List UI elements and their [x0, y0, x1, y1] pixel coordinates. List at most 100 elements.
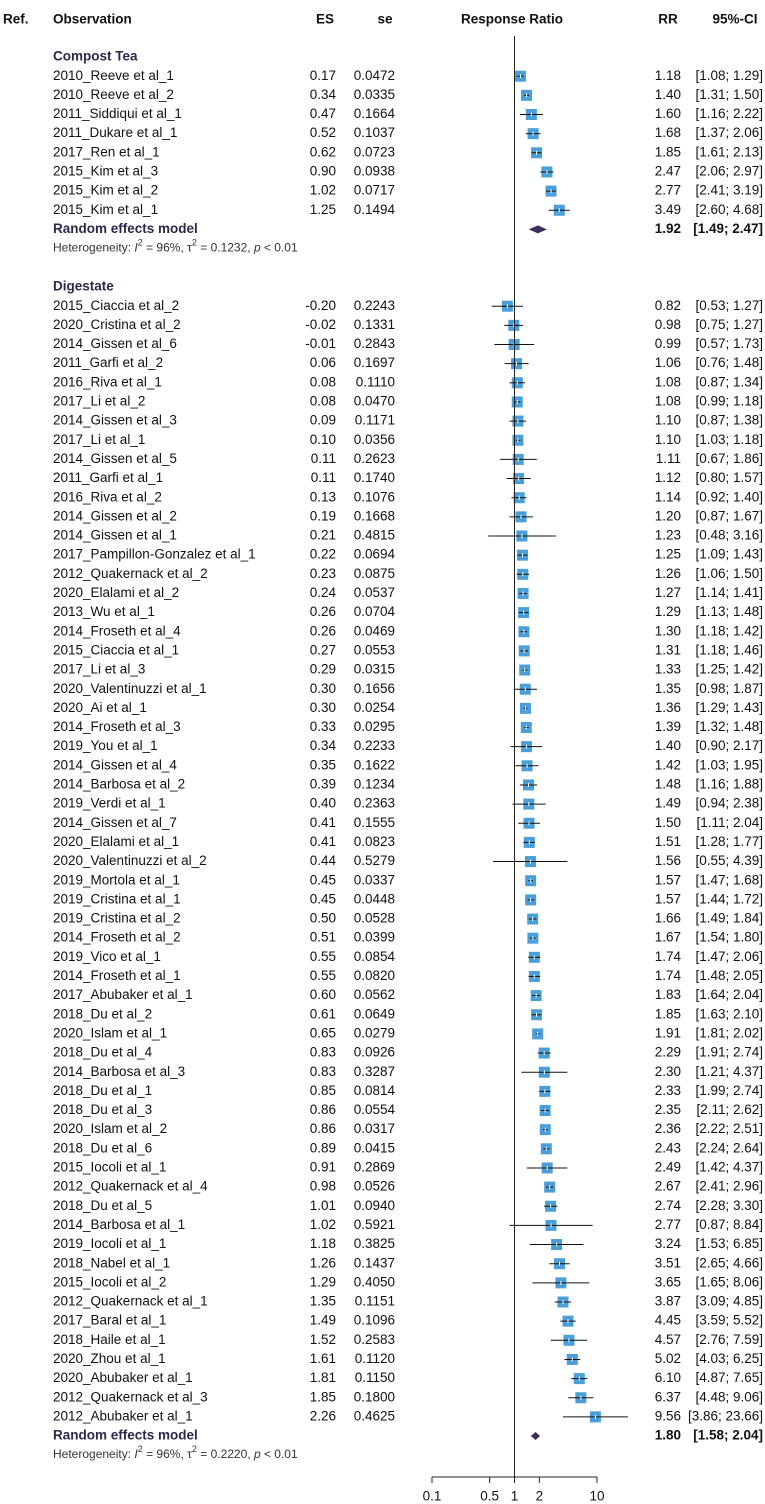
es-value: 0.52 [310, 125, 336, 140]
se-value: 0.1437 [354, 1255, 395, 1270]
ci-value: [0.87; 1.34] [695, 374, 763, 389]
ci-value: [2.28; 3.30] [695, 1198, 763, 1213]
rr-value: 1.68 [655, 125, 681, 140]
heterogeneity-part: = 0.2220, [197, 1447, 254, 1461]
study-label: 2019_Vico et al_1 [53, 949, 161, 964]
es-value: 0.55 [310, 968, 336, 983]
study-label: 2018_Du et al_2 [53, 1006, 152, 1021]
rr-value: 1.66 [655, 911, 681, 926]
study-label: 2017_Li et al_1 [53, 432, 145, 447]
se-value: 0.1151 [355, 1294, 395, 1309]
se-value: 0.0820 [354, 968, 395, 983]
se-value: 0.0528 [354, 911, 395, 926]
se-value: 0.0295 [354, 719, 395, 734]
es-value: 0.06 [310, 355, 336, 370]
ci-value: [2.06; 2.97] [695, 164, 763, 179]
study-label: 2011_Dukare et al_1 [53, 125, 177, 140]
es-value: 0.34 [310, 738, 337, 753]
rr-value: 1.20 [655, 508, 681, 523]
x-tick-label: 1 [511, 1489, 519, 1504]
se-value: 0.0526 [354, 1179, 395, 1194]
rr-value: 1.74 [655, 949, 682, 964]
ci-value: [2.24; 2.64] [695, 1140, 763, 1155]
es-value: 0.65 [310, 1025, 336, 1040]
rr-value: 1.11 [656, 451, 681, 466]
es-value: 1.29 [310, 1274, 336, 1289]
ci-value: [4.03; 6.25] [695, 1351, 763, 1366]
ci-value: [0.92; 1.40] [695, 489, 763, 504]
se-value: 0.0814 [354, 1083, 396, 1098]
ci-value: [0.98; 1.87] [695, 681, 763, 696]
se-value: 0.0317 [354, 1121, 395, 1136]
heterogeneity-part: 2 [192, 1445, 197, 1455]
group-name: Digestate [53, 279, 114, 294]
ci-value: [1.42; 4.37] [695, 1160, 763, 1175]
study-label: 2014_Gissen et al_5 [53, 451, 177, 466]
heterogeneity-part: 2 [138, 238, 143, 248]
rr-value: 1.39 [655, 719, 681, 734]
es-value: 0.50 [310, 911, 336, 926]
heterogeneity-part: p [253, 241, 261, 255]
se-value: 0.2583 [354, 1332, 395, 1347]
study-label: 2018_Haile et al_1 [53, 1332, 166, 1347]
rr-value: 4.57 [655, 1332, 681, 1347]
es-value: 0.62 [310, 144, 336, 159]
pooled-diamond [530, 1432, 541, 1441]
study-label: 2020_Cristina et al_2 [53, 317, 181, 332]
rr-value: 1.85 [655, 144, 681, 159]
se-value: 0.0470 [354, 394, 395, 409]
rr-value: 1.10 [655, 413, 681, 428]
rr-value: 2.35 [655, 1102, 681, 1117]
es-value: 0.90 [310, 164, 336, 179]
ci-value: [4.48; 9.06] [695, 1389, 763, 1404]
heterogeneity-part: I [134, 241, 138, 255]
study-label: 2019_Verdi et al_1 [53, 796, 166, 811]
ci-value: [4.87; 7.65] [695, 1370, 763, 1385]
study-label: 2015_Kim et al_1 [53, 202, 158, 217]
es-value: 0.33 [310, 719, 336, 734]
x-tick-label: 0.1 [423, 1489, 442, 1504]
study-label: 2011_Siddiqui et al_1 [53, 106, 182, 121]
study-label: 2015_Ciaccia et al_2 [53, 298, 179, 313]
study-label: 2014_Gissen et al_4 [53, 757, 177, 772]
study-label: 2014_Barbosa et al_2 [53, 777, 185, 792]
study-label: 2014_Gissen et al_2 [53, 508, 177, 523]
rr-value: 2.67 [655, 1179, 681, 1194]
ci-value: [2.11; 2.62] [696, 1102, 763, 1117]
ci-value: [1.03; 1.95] [695, 757, 763, 772]
pooled-ci: [1.58; 2.04] [693, 1428, 763, 1443]
se-value: 0.1171 [355, 413, 395, 428]
pooled-rr: 1.92 [655, 221, 681, 236]
se-value: 0.0723 [354, 144, 395, 159]
heterogeneity-part: τ [187, 1447, 192, 1461]
rr-value: 1.29 [655, 604, 681, 619]
study-label: 2017_Ren et al_1 [53, 144, 160, 159]
study-label: 2020_Valentinuzzi et al_2 [53, 853, 207, 868]
pooled-label: Random effects model [53, 221, 198, 236]
study-label: 2019_Cristina et al_2 [53, 911, 181, 926]
se-value: 0.0694 [354, 547, 396, 562]
se-value: 0.0335 [354, 87, 395, 102]
se-value: 0.0254 [354, 700, 396, 715]
ci-value: [2.41; 3.19] [695, 183, 763, 198]
ci-value: [1.47; 2.06] [695, 949, 763, 964]
study-label: 2010_Reeve et al_1 [53, 68, 174, 83]
study-label: 2020_Elalami et al_2 [53, 585, 179, 600]
rr-value: 2.74 [655, 1198, 682, 1213]
ci-value: [1.03; 1.18] [695, 432, 763, 447]
rr-value: 1.40 [655, 87, 681, 102]
heterogeneity-part: = 96%, [143, 241, 187, 255]
es-value: 0.24 [310, 585, 337, 600]
se-value: 0.1331 [354, 317, 395, 332]
heterogeneity-part: Heterogeneity: [53, 241, 134, 255]
ci-value: [3.59; 5.52] [695, 1313, 763, 1328]
se-value: 0.0315 [354, 662, 395, 677]
ci-value: [1.64; 2.04] [695, 987, 763, 1002]
study-label: 2014_Froseth et al_3 [53, 719, 181, 734]
es-value: 0.85 [310, 1083, 336, 1098]
study-label: 2010_Reeve et al_2 [53, 87, 174, 102]
es-value: 1.18 [310, 1236, 336, 1251]
se-value: 0.5921 [354, 1217, 395, 1232]
se-value: 0.2243 [354, 298, 395, 313]
es-value: 0.98 [310, 1179, 336, 1194]
